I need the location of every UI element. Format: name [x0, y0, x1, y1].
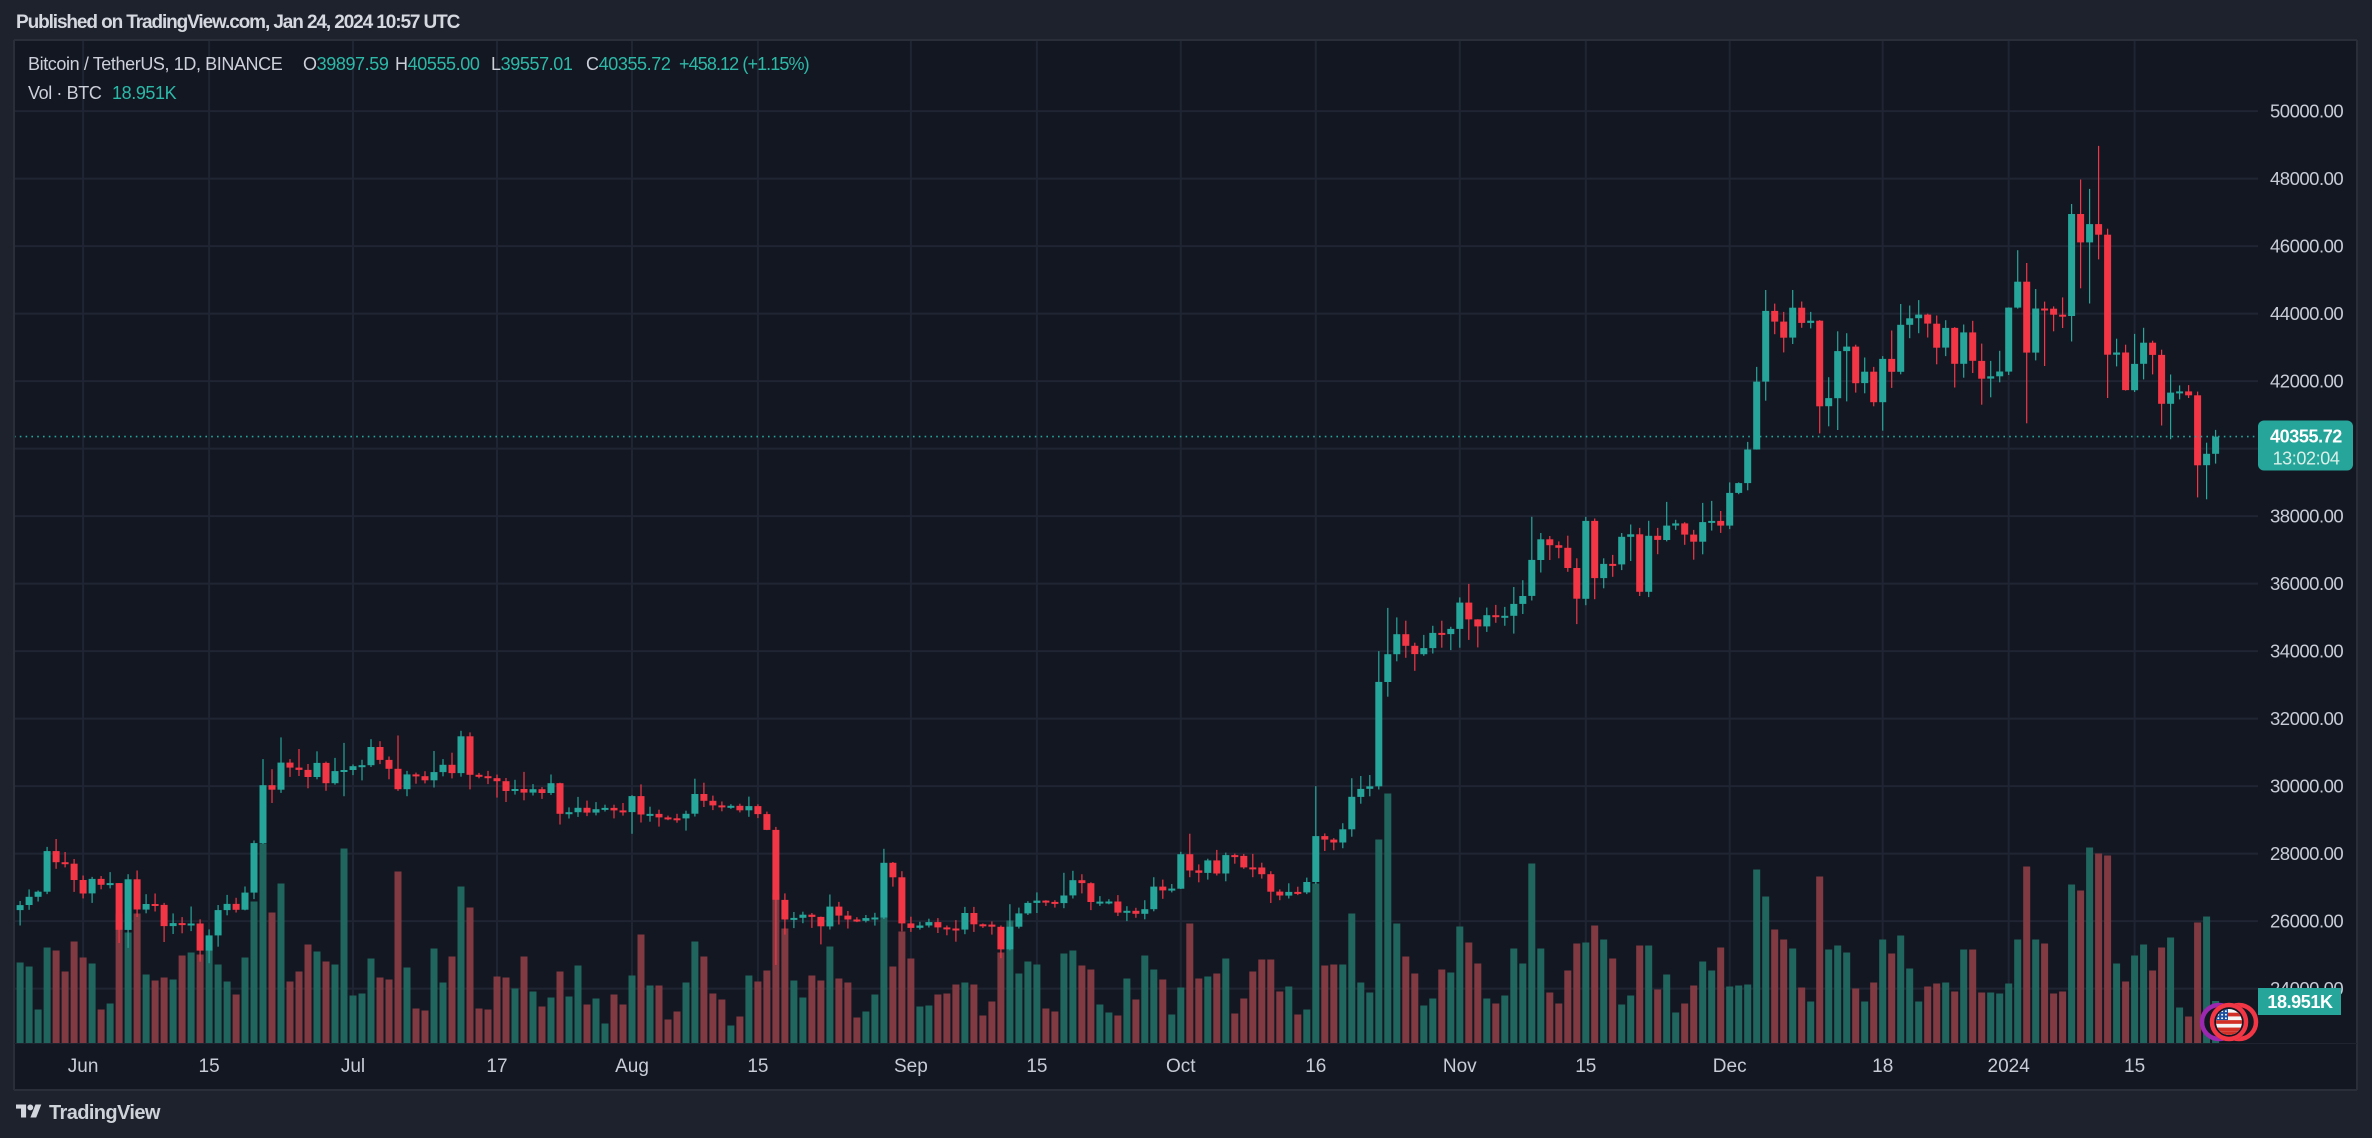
- svg-text:42000.00: 42000.00: [2270, 371, 2343, 392]
- svg-text:15: 15: [2124, 1056, 2145, 1077]
- svg-text:28000.00: 28000.00: [2270, 843, 2343, 864]
- svg-text:Vol · BTC: Vol · BTC: [28, 83, 102, 103]
- svg-text:13:02:04: 13:02:04: [2273, 449, 2340, 469]
- svg-text:C40355.72: C40355.72: [586, 54, 671, 74]
- svg-text:Published on TradingView.com,: Published on TradingView.com, Jan 24, 20…: [16, 12, 461, 33]
- svg-text:50000.00: 50000.00: [2270, 101, 2343, 122]
- svg-text:38000.00: 38000.00: [2270, 506, 2343, 527]
- svg-text:Bitcoin / TetherUS, 1D, BINANC: Bitcoin / TetherUS, 1D, BINANCE: [28, 54, 283, 74]
- svg-text:40355.72: 40355.72: [2270, 427, 2342, 447]
- svg-text:Jul: Jul: [341, 1056, 365, 1077]
- svg-text:H40555.00: H40555.00: [395, 54, 480, 74]
- svg-text:Dec: Dec: [1713, 1056, 1747, 1077]
- svg-text:Nov: Nov: [1443, 1056, 1477, 1077]
- svg-text:26000.00: 26000.00: [2270, 911, 2343, 932]
- svg-text:+458.12 (+1.15%): +458.12 (+1.15%): [679, 54, 809, 74]
- svg-text:44000.00: 44000.00: [2270, 303, 2343, 324]
- svg-text:16: 16: [1305, 1056, 1326, 1077]
- svg-text:Jun: Jun: [68, 1056, 99, 1077]
- svg-text:Oct: Oct: [1166, 1056, 1196, 1077]
- svg-text:15: 15: [747, 1056, 768, 1077]
- svg-text:34000.00: 34000.00: [2270, 641, 2343, 662]
- svg-text:O39897.59: O39897.59: [303, 54, 389, 74]
- svg-text:Aug: Aug: [615, 1056, 649, 1077]
- svg-text:32000.00: 32000.00: [2270, 708, 2343, 729]
- svg-text:18.951K: 18.951K: [2267, 992, 2333, 1012]
- svg-text:L39557.01: L39557.01: [491, 54, 573, 74]
- svg-text:15: 15: [1026, 1056, 1047, 1077]
- svg-text:18: 18: [1872, 1056, 1893, 1077]
- svg-text:2024: 2024: [1988, 1056, 2031, 1077]
- svg-text:36000.00: 36000.00: [2270, 573, 2343, 594]
- svg-text:18.951K: 18.951K: [112, 83, 177, 103]
- svg-text:Sep: Sep: [894, 1056, 928, 1077]
- svg-text:30000.00: 30000.00: [2270, 776, 2343, 797]
- svg-text:15: 15: [1575, 1056, 1596, 1077]
- svg-text:17: 17: [486, 1056, 507, 1077]
- svg-text:46000.00: 46000.00: [2270, 236, 2343, 257]
- svg-text:48000.00: 48000.00: [2270, 168, 2343, 189]
- svg-text:15: 15: [199, 1056, 220, 1077]
- svg-text:TradingView: TradingView: [49, 1102, 161, 1124]
